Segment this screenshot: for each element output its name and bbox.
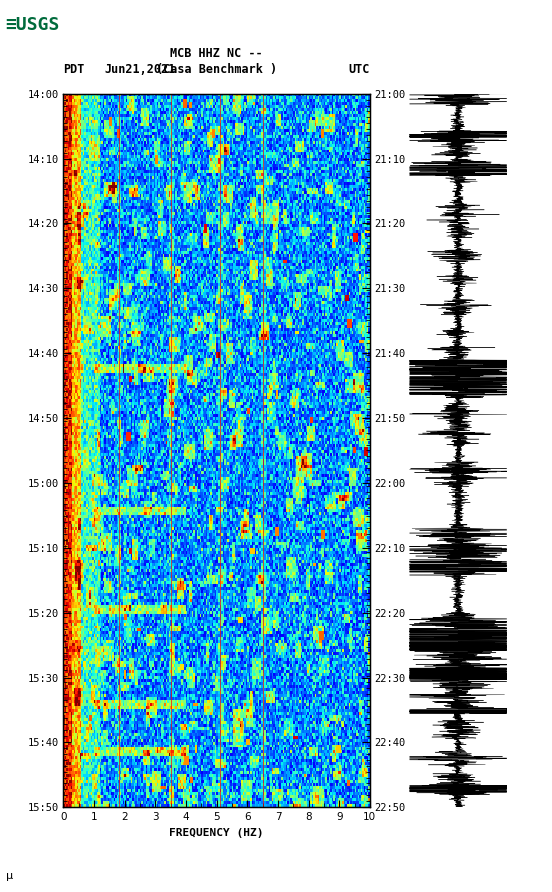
Text: MCB HHZ NC --: MCB HHZ NC --: [171, 47, 263, 60]
X-axis label: FREQUENCY (HZ): FREQUENCY (HZ): [169, 828, 264, 838]
Text: UTC: UTC: [348, 63, 370, 76]
Text: μ: μ: [6, 871, 13, 881]
Text: Jun21,2021: Jun21,2021: [105, 63, 176, 76]
Text: ≡USGS: ≡USGS: [6, 16, 60, 34]
Text: PDT: PDT: [63, 63, 85, 76]
Text: (Casa Benchmark ): (Casa Benchmark ): [156, 63, 277, 76]
